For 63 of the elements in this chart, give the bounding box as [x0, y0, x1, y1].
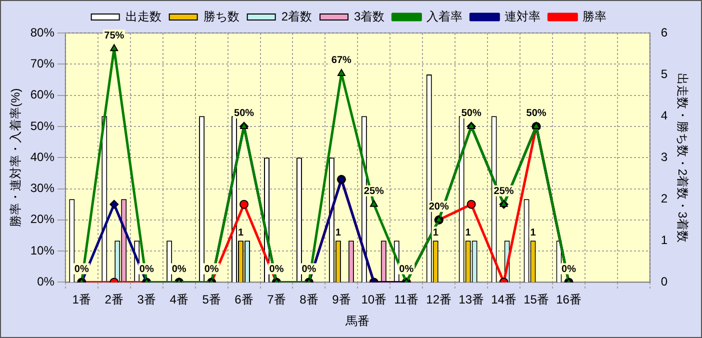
data-label: 50% [526, 108, 546, 120]
y2-axis-title: 出走数・勝ち数・2着数・3着数 [675, 72, 690, 242]
y-tick-label: 20% [30, 212, 55, 226]
y-tick-label: 0% [37, 274, 55, 289]
legend-label: 2着数 [281, 9, 312, 24]
data-label: 0% [399, 264, 414, 275]
x-axis-title: 馬番 [344, 314, 370, 328]
data-label: 1 [432, 227, 439, 238]
x-tick-label: 3番 [137, 292, 156, 307]
y2-tick-label: 6 [660, 25, 668, 40]
legend-label: 連対率 [504, 9, 541, 24]
data-label: 67% [331, 55, 352, 66]
y-axis-title: 勝率・連対率・入着率(%) [8, 88, 23, 227]
y2-tick-label: 0 [660, 274, 668, 289]
y-tick-label: 60% [30, 88, 55, 102]
x-tick-label: 9番 [332, 292, 351, 307]
legend-label: 勝率 [582, 9, 607, 24]
x-tick-label: 15番 [524, 292, 549, 307]
legend-label: 入着率 [426, 9, 463, 24]
data-label: 1 [530, 227, 536, 238]
x-tick-label: 5番 [202, 292, 221, 307]
data-label: 0% [74, 264, 89, 275]
x-tick-label: 12番 [426, 292, 452, 307]
data-label: 0% [562, 264, 576, 275]
data-label: 0% [139, 264, 154, 275]
data-label: 0% [204, 264, 219, 275]
y2-tick-label: 2 [660, 191, 668, 206]
x-tick-label: 8番 [300, 292, 318, 307]
data-label: 0% [302, 264, 316, 275]
y2-tick-label: 4 [660, 108, 668, 122]
y-tick-label: 50% [30, 118, 55, 133]
x-tick-label: 11番 [394, 292, 419, 307]
x-tick-label: 4番 [170, 292, 188, 307]
data-label: 75% [104, 30, 124, 42]
x-tick-label: 10番 [361, 292, 387, 307]
data-label: 0% [269, 264, 284, 275]
data-label: 25% [364, 186, 384, 198]
data-label: 1 [238, 227, 244, 238]
x-tick-label: 1番 [72, 292, 91, 307]
y2-tick-label: 3 [660, 150, 668, 164]
data-label: 50% [461, 108, 482, 120]
x-tick-label: 6番 [234, 292, 254, 307]
y2-tick-label: 5 [660, 66, 668, 81]
y-tick-label: 80% [30, 25, 55, 40]
x-tick-label: 13番 [458, 292, 484, 307]
x-tick-label: 2番 [104, 292, 124, 307]
legend-label: 勝ち数 [203, 9, 240, 24]
y-tick-label: 70% [30, 56, 55, 70]
data-label: 20% [428, 202, 449, 213]
data-label: 25% [494, 186, 514, 198]
data-label: 0% [172, 264, 186, 275]
legend-label: 出走数 [125, 9, 162, 24]
data-label: 50% [234, 108, 254, 120]
x-tick-label: 7番 [267, 292, 286, 307]
x-tick-label: 14番 [491, 292, 516, 307]
y2-tick-label: 1 [660, 232, 668, 247]
y-tick-label: 10% [30, 243, 55, 258]
legend-label: 3着数 [354, 9, 385, 24]
y-tick-label: 40% [30, 150, 55, 164]
data-label: 1 [335, 227, 342, 238]
x-tick-label: 16番 [556, 292, 582, 307]
data-label: 1 [465, 227, 472, 238]
y-tick-label: 30% [30, 181, 55, 196]
